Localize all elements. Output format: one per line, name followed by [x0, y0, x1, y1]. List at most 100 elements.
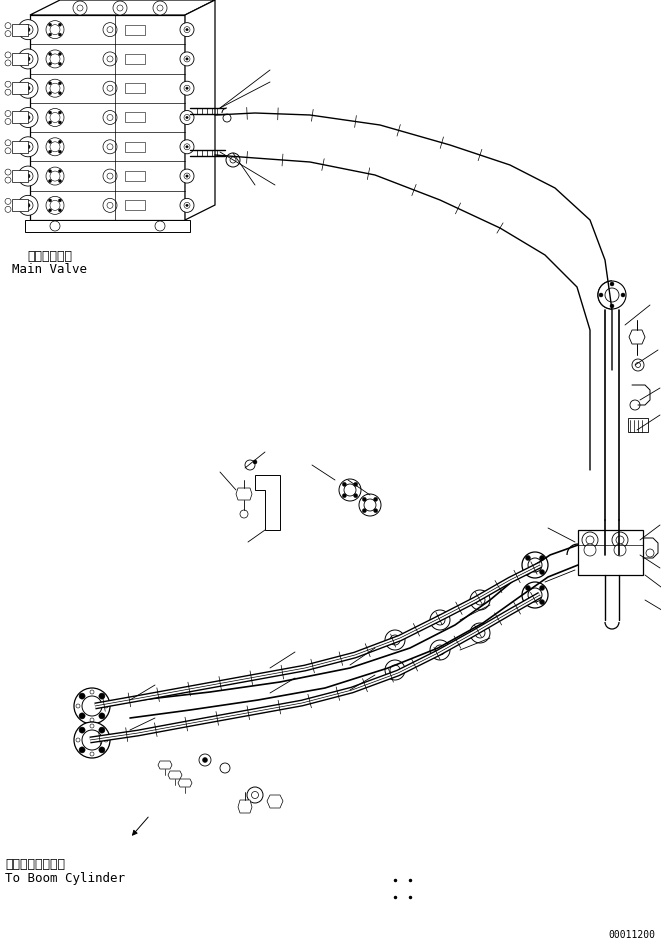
Circle shape	[614, 544, 626, 556]
Circle shape	[184, 85, 190, 91]
Circle shape	[48, 199, 52, 201]
Circle shape	[107, 56, 113, 61]
Circle shape	[223, 114, 231, 122]
Circle shape	[79, 747, 85, 753]
Text: 00011200: 00011200	[608, 930, 655, 940]
Circle shape	[50, 201, 60, 210]
Circle shape	[58, 121, 61, 124]
Circle shape	[50, 83, 60, 94]
Circle shape	[539, 600, 545, 604]
Circle shape	[226, 153, 240, 167]
Circle shape	[103, 81, 117, 96]
Circle shape	[50, 25, 60, 35]
Circle shape	[612, 532, 628, 548]
Circle shape	[5, 177, 11, 184]
Circle shape	[586, 536, 594, 544]
Text: ブームシリンダへ: ブームシリンダへ	[5, 858, 65, 871]
Circle shape	[26, 115, 30, 119]
Bar	[125, 54, 145, 64]
Bar	[578, 530, 643, 575]
Circle shape	[5, 60, 11, 66]
Circle shape	[76, 738, 80, 742]
Circle shape	[5, 81, 11, 87]
Circle shape	[48, 209, 52, 212]
Circle shape	[18, 196, 38, 216]
Text: To Boom Cylinder: To Boom Cylinder	[5, 872, 125, 885]
Circle shape	[90, 724, 94, 728]
Circle shape	[5, 52, 11, 58]
Circle shape	[82, 696, 102, 716]
Circle shape	[475, 628, 485, 638]
Text: メインバルブ: メインバルブ	[28, 250, 73, 263]
Circle shape	[186, 116, 188, 118]
Bar	[125, 113, 145, 122]
Circle shape	[50, 113, 60, 122]
Circle shape	[525, 555, 530, 560]
Polygon shape	[178, 779, 192, 787]
Circle shape	[50, 54, 60, 64]
Circle shape	[435, 645, 445, 655]
Circle shape	[58, 140, 61, 144]
Circle shape	[99, 713, 105, 719]
Circle shape	[58, 180, 61, 183]
Circle shape	[184, 144, 190, 149]
Circle shape	[525, 600, 530, 604]
Circle shape	[18, 79, 38, 98]
Circle shape	[76, 704, 80, 708]
Circle shape	[103, 140, 117, 154]
Polygon shape	[267, 795, 283, 808]
Circle shape	[373, 509, 377, 513]
Circle shape	[253, 460, 257, 464]
Circle shape	[373, 498, 377, 501]
Circle shape	[18, 49, 38, 69]
Circle shape	[46, 197, 64, 215]
Circle shape	[230, 157, 236, 163]
Circle shape	[58, 24, 61, 26]
Circle shape	[342, 482, 346, 486]
Circle shape	[99, 747, 105, 753]
Circle shape	[180, 199, 194, 212]
Circle shape	[525, 586, 530, 590]
Polygon shape	[158, 761, 172, 769]
Bar	[12, 200, 28, 211]
Circle shape	[23, 201, 33, 210]
Circle shape	[186, 204, 188, 206]
Bar	[125, 83, 145, 94]
Polygon shape	[238, 800, 252, 813]
Circle shape	[82, 730, 102, 750]
Circle shape	[582, 532, 598, 548]
Polygon shape	[236, 488, 252, 500]
Circle shape	[522, 582, 548, 608]
Circle shape	[610, 304, 614, 308]
Bar	[12, 141, 28, 153]
Circle shape	[23, 25, 33, 35]
Circle shape	[339, 479, 361, 501]
Bar	[125, 171, 145, 181]
Circle shape	[385, 630, 405, 650]
Bar	[125, 201, 145, 210]
Circle shape	[58, 81, 61, 85]
Circle shape	[157, 5, 163, 11]
Circle shape	[50, 142, 60, 151]
Circle shape	[584, 544, 596, 556]
Circle shape	[23, 171, 33, 181]
Circle shape	[48, 150, 52, 153]
Circle shape	[50, 221, 60, 231]
Circle shape	[155, 221, 165, 231]
Circle shape	[5, 30, 11, 37]
Circle shape	[58, 52, 61, 56]
Circle shape	[48, 92, 52, 95]
Circle shape	[610, 282, 614, 286]
Bar	[125, 142, 145, 151]
Circle shape	[342, 494, 346, 498]
Polygon shape	[255, 475, 280, 530]
Circle shape	[430, 610, 450, 630]
Circle shape	[5, 111, 11, 116]
Circle shape	[180, 23, 194, 37]
Circle shape	[184, 26, 190, 33]
Circle shape	[48, 62, 52, 65]
Circle shape	[26, 145, 30, 149]
Circle shape	[635, 362, 641, 367]
Circle shape	[475, 595, 485, 605]
Circle shape	[58, 62, 61, 65]
